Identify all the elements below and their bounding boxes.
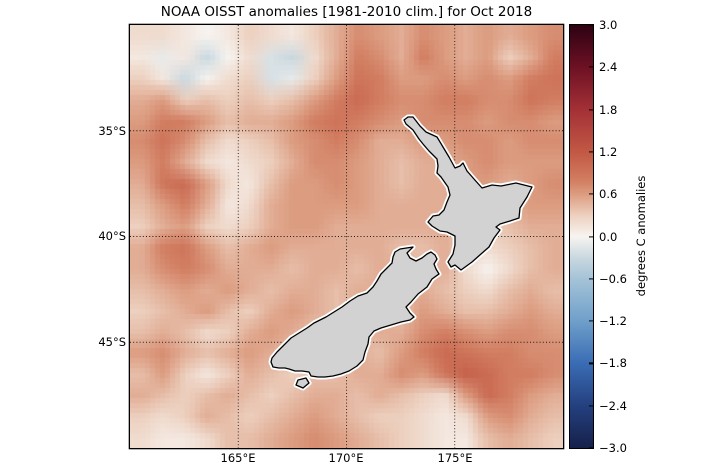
colorbar-tick-label: −3.0 bbox=[599, 441, 627, 455]
colorbar-tick-label: 1.2 bbox=[599, 144, 618, 159]
colorbar-tick-mark bbox=[589, 362, 593, 364]
colorbar-tick-mark bbox=[589, 278, 593, 280]
y-axis-tick-45s: 45°S bbox=[98, 335, 126, 349]
colorbar-tick-label: 0.6 bbox=[599, 187, 618, 202]
colorbar-axis-label: degrees C anomalies bbox=[634, 175, 648, 297]
colorbar-tick-mark bbox=[589, 193, 593, 195]
colorbar-tick-mark bbox=[589, 109, 593, 111]
colorbar-tick-mark bbox=[589, 320, 593, 322]
colorbar-tick-mark bbox=[589, 447, 593, 449]
colorbar-tick-label: −2.4 bbox=[599, 398, 627, 413]
chart-title: NOAA OISST anomalies [1981-2010 clim.] f… bbox=[160, 4, 533, 20]
colorbar-tick-mark bbox=[589, 151, 593, 153]
colorbar-tick-mark bbox=[589, 24, 593, 26]
colorbar-tick-label: 0.0 bbox=[599, 229, 618, 244]
colorbar-tick-mark bbox=[589, 405, 593, 407]
y-axis-tick-40s: 40°S bbox=[98, 229, 126, 243]
colorbar-tick-label: 3.0 bbox=[599, 18, 618, 32]
x-axis-tick-175e: 175°E bbox=[437, 451, 473, 465]
x-axis-tick-170e: 170°E bbox=[328, 451, 364, 465]
colorbar-tick-label: 2.4 bbox=[599, 60, 618, 75]
colorbar-tick-label: 1.8 bbox=[599, 102, 618, 117]
colorbar-tick-label: −1.8 bbox=[599, 356, 627, 371]
x-axis-tick-165e: 165°E bbox=[220, 451, 256, 465]
sst-anomaly-field-canvas bbox=[130, 25, 563, 448]
colorbar-tick-label: −1.2 bbox=[599, 314, 627, 329]
colorbar-tick-label: −0.6 bbox=[599, 271, 627, 286]
map-plot-area bbox=[130, 25, 563, 448]
colorbar-tick-mark bbox=[589, 235, 593, 238]
colorbar-tick-mark bbox=[589, 66, 593, 68]
colorbar bbox=[570, 25, 593, 448]
y-axis-tick-35s: 35°S bbox=[98, 124, 126, 138]
